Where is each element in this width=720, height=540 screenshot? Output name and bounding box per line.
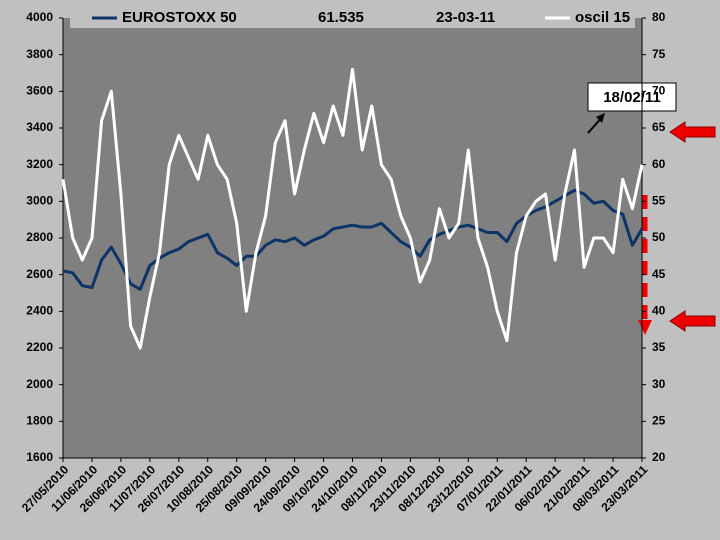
y2-tick-label: 65 [652,120,666,134]
y2-tick-label: 55 [652,194,666,208]
plot-area [63,18,642,458]
y2-tick-label: 20 [652,450,666,464]
legend-bar [70,8,635,28]
y2-tick-label: 70 [652,84,666,98]
y2-tick-label: 60 [652,157,666,171]
y-tick-label: 3600 [26,84,53,98]
y-tick-label: 4000 [26,10,53,24]
y2-tick-label: 45 [652,267,666,281]
y-tick-label: 3000 [26,194,53,208]
annotation: 61.535 [318,9,364,26]
legend-label: oscil 15 [575,9,630,26]
y2-tick-label: 40 [652,304,666,318]
y2-tick-label: 75 [652,47,666,61]
y2-tick-label: 50 [652,230,666,244]
red-arrow [669,121,716,143]
y-tick-label: 3400 [26,120,53,134]
annotation: 18/02/11 [603,89,661,106]
y-tick-label: 1800 [26,414,53,428]
y-tick-label: 3800 [26,47,53,61]
annotation: 23-03-11 [436,9,495,26]
arrow-head [596,113,605,123]
y2-tick-label: 80 [652,10,666,24]
y-tick-label: 1600 [26,450,53,464]
y-tick-label: 2600 [26,267,53,281]
annotation-box [587,82,677,112]
y2-tick-label: 35 [652,340,666,354]
y-tick-label: 2200 [26,340,53,354]
y2-tick-label: 25 [652,414,666,428]
y-tick-label: 3200 [26,157,53,171]
series-line [61,67,644,350]
y-tick-label: 2000 [26,377,53,391]
legend-label: EUROSTOXX 50 [122,9,237,26]
y2-tick-label: 30 [652,377,666,391]
red-arrow [669,310,716,332]
y-tick-label: 2800 [26,230,53,244]
y-tick-label: 2400 [26,304,53,318]
